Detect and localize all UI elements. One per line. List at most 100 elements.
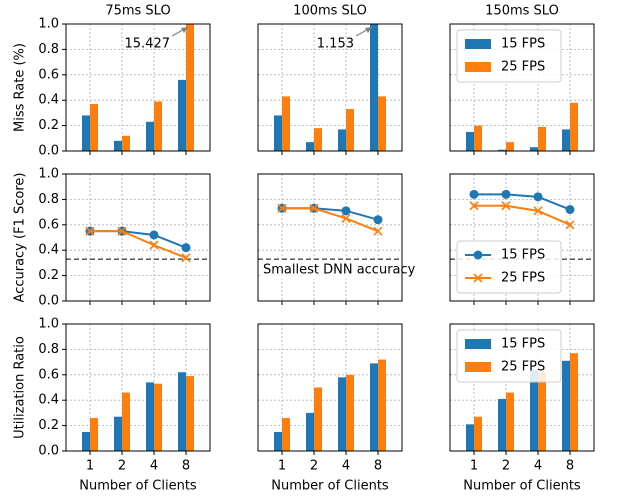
y-tick-label: 0.6 — [38, 67, 59, 82]
annotation-arrowhead — [365, 27, 372, 33]
plot-frame — [257, 323, 403, 452]
legend-swatch — [465, 39, 491, 49]
legend-label: 15 FPS — [501, 37, 545, 52]
marker — [469, 201, 479, 211]
marker — [341, 213, 351, 224]
reference-label-bg — [260, 261, 400, 280]
x-tick-label: 4 — [534, 459, 542, 474]
y-tick-label: 1.0 — [38, 317, 59, 332]
bar — [306, 412, 314, 451]
y-tick-label: 0.4 — [38, 393, 59, 408]
y-tick-label: 0.6 — [38, 367, 59, 382]
x-tick-label: 1 — [86, 459, 94, 474]
chart-title: 100ms SLO — [293, 4, 367, 19]
x-tick-label: 8 — [566, 459, 574, 474]
bar — [90, 104, 98, 151]
line — [282, 207, 379, 233]
x-tick-label: 2 — [310, 459, 318, 474]
marker — [501, 201, 511, 211]
bar — [370, 24, 378, 151]
marker — [277, 203, 287, 213]
marker — [117, 226, 127, 236]
bar — [466, 131, 474, 151]
x-tick-label: 1 — [278, 459, 286, 474]
bar — [314, 387, 322, 451]
marker — [565, 205, 575, 215]
bar — [306, 142, 314, 151]
marker — [341, 206, 351, 216]
bar — [178, 79, 186, 151]
y-tick-label: 0.6 — [38, 217, 59, 232]
bar — [498, 149, 506, 151]
marker — [373, 226, 383, 236]
marker — [181, 253, 191, 263]
bar — [506, 142, 514, 151]
marker — [473, 273, 483, 283]
bar — [562, 360, 570, 451]
bar — [282, 96, 290, 151]
plot-frame — [65, 23, 211, 152]
legend-swatch — [465, 339, 491, 349]
bar — [474, 125, 482, 151]
marker — [533, 192, 543, 202]
bar — [154, 101, 162, 151]
bar — [90, 417, 98, 451]
plot-frame — [65, 173, 211, 302]
plot-frame — [449, 23, 595, 152]
marker — [85, 226, 95, 236]
legend-label: 25 FPS — [501, 60, 545, 75]
bar — [186, 24, 194, 151]
x-tick-label: 4 — [342, 459, 350, 474]
x-tick-label: 2 — [118, 459, 126, 474]
value-label: 15.427 — [125, 37, 171, 52]
bar — [498, 398, 506, 451]
bar — [338, 377, 346, 451]
bar — [274, 115, 282, 151]
y-axis-label: Utilization Ratio — [13, 336, 28, 439]
bar — [570, 102, 578, 151]
line — [474, 193, 571, 211]
legend-label: 25 FPS — [501, 360, 545, 375]
y-tick-label: 1.0 — [38, 17, 59, 32]
legend-swatch — [465, 62, 491, 72]
bar — [474, 416, 482, 451]
marker — [149, 230, 159, 240]
line — [90, 230, 187, 259]
bar — [178, 372, 186, 451]
x-tick-label: 8 — [182, 459, 190, 474]
legend-label: 25 FPS — [501, 271, 545, 286]
bar — [82, 115, 90, 151]
y-tick-label: 0.8 — [38, 192, 59, 207]
x-tick-label: 2 — [502, 459, 510, 474]
bar — [154, 383, 162, 451]
chart-title: 150ms SLO — [485, 4, 559, 19]
bar — [122, 392, 130, 451]
marker — [533, 206, 543, 216]
bar — [506, 392, 514, 451]
plot-frame — [449, 323, 595, 452]
plot-frame — [257, 23, 403, 152]
value-label: 1.153 — [317, 37, 354, 52]
marker — [469, 189, 479, 199]
line — [474, 204, 571, 226]
bar — [370, 363, 378, 451]
bar — [378, 96, 386, 151]
legend-label: 15 FPS — [501, 248, 545, 263]
y-axis-label: Miss Rate (%) — [13, 43, 28, 132]
y-tick-label: 1.0 — [38, 167, 59, 182]
bar — [186, 376, 194, 451]
marker — [373, 215, 383, 225]
y-tick-label: 0.8 — [38, 342, 59, 357]
plot-frame — [449, 173, 595, 302]
y-tick-label: 0.0 — [38, 144, 59, 159]
bar — [466, 424, 474, 451]
bar — [146, 382, 154, 451]
y-tick-label: 0.0 — [38, 444, 59, 459]
bar — [338, 129, 346, 151]
marker — [473, 250, 483, 260]
bar — [346, 374, 354, 451]
reference-label: Smallest DNN accuracy — [263, 263, 416, 278]
marker — [309, 203, 319, 213]
bar — [378, 359, 386, 451]
y-tick-label: 0.2 — [38, 118, 59, 133]
